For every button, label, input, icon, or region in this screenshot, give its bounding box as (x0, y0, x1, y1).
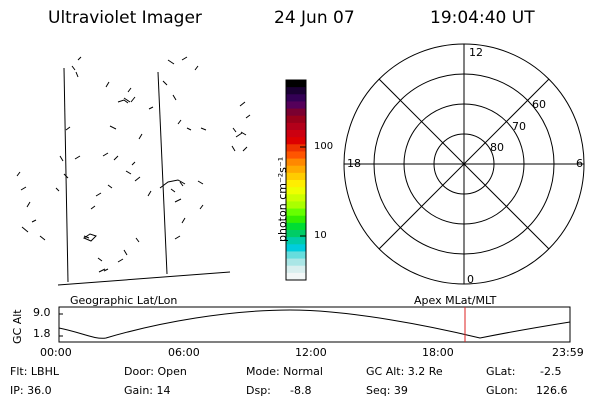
island-outline (82, 233, 97, 242)
timeline-y-tick-low: 1.8 (33, 327, 51, 340)
time-label: 19:04:40 UT (430, 8, 535, 28)
gc-alt-status: GC Alt: 3.2 Re (366, 365, 443, 378)
color-bar-segment (286, 80, 306, 88)
glon-value: 126.6 (536, 384, 568, 397)
ip-status: IP: 36.0 (10, 384, 52, 397)
color-bar-segment (286, 230, 306, 238)
color-bar-segment (286, 237, 306, 245)
gain-status: Gain: 14 (124, 384, 171, 397)
color-bar-segment (286, 244, 306, 252)
coastline-segment (117, 99, 129, 104)
dsp-value: -8.8 (290, 384, 312, 397)
color-bar-segment (286, 272, 306, 281)
lat-label-80: 80 (490, 141, 504, 154)
color-bar-segment (286, 251, 306, 260)
color-bar-segment (286, 187, 306, 195)
apex-caption: Apex MLat/MLT (414, 294, 497, 307)
color-bar-segment (286, 222, 306, 231)
glat-label: GLat: (486, 365, 516, 378)
color-bar-segment (286, 165, 306, 174)
color-bar-frame (285, 79, 307, 281)
color-bar-segment (286, 144, 306, 152)
color-bar-segment (286, 94, 306, 102)
geographic-caption: Geographic Lat/Lon (70, 294, 178, 307)
mlt-label-0: 0 (467, 273, 474, 286)
mlt-label-6: 6 (576, 157, 583, 170)
timeline-x-tick: 18:00 (422, 346, 454, 359)
color-bar-segment (286, 265, 306, 274)
color-bar-segment (286, 115, 306, 124)
color-bar-segment (286, 208, 306, 217)
date-label: 24 Jun 07 (274, 8, 355, 28)
timeline-x-tick: 12:00 (295, 346, 327, 359)
color-bar-segment (286, 151, 306, 160)
timeline-frame (58, 306, 571, 343)
coastline-segment (159, 179, 186, 189)
meridian-line (157, 71, 168, 275)
color-bar-tick-label-10: 10 (314, 230, 327, 241)
polar-diagonal (378, 78, 550, 250)
glon-label: GLon: (486, 384, 518, 397)
color-bar-segment (286, 122, 306, 131)
instrument-title: Ultraviolet Imager (48, 8, 202, 28)
color-bar-segment (286, 194, 306, 202)
glat-value: -2.5 (540, 365, 562, 378)
seq-status: Seq: 39 (366, 384, 408, 397)
lat-label-60: 60 (532, 98, 546, 111)
color-bar-segment (286, 101, 306, 110)
coastline-fragments (16, 56, 251, 273)
altitude-curve (58, 309, 571, 339)
color-bar-segment (286, 215, 306, 224)
color-bar-segment (286, 137, 306, 145)
lat-label-70: 70 (512, 120, 526, 133)
mode-status: Mode: Normal (246, 365, 323, 378)
dsp-label: Dsp: (246, 384, 271, 397)
color-bar-segment (286, 130, 306, 138)
timeline-x-tick: 06:00 (168, 346, 200, 359)
filter-status: Flt: LBHL (10, 365, 59, 378)
color-bar-segment (286, 158, 306, 167)
mlt-label-18: 18 (347, 157, 361, 170)
meridian-line (63, 67, 69, 283)
color-bar-segment (286, 172, 306, 181)
color-bar-segment (286, 258, 306, 267)
parallel-line (57, 271, 231, 286)
color-bar-segment (286, 201, 306, 210)
timeline-x-tick: 00:00 (40, 346, 72, 359)
timeline-x-tick: 23:59 (552, 346, 584, 359)
mlt-label-12: 12 (469, 46, 483, 59)
timeline-y-label: GC Alt (11, 309, 24, 344)
color-bar-tick-label-100: 100 (314, 141, 334, 152)
color-bar-segment (286, 87, 306, 95)
timeline-y-tick-high: 9.0 (33, 306, 51, 319)
door-status: Door: Open (124, 365, 187, 378)
color-bar-segment (286, 180, 306, 188)
color-bar-segment (286, 108, 306, 117)
